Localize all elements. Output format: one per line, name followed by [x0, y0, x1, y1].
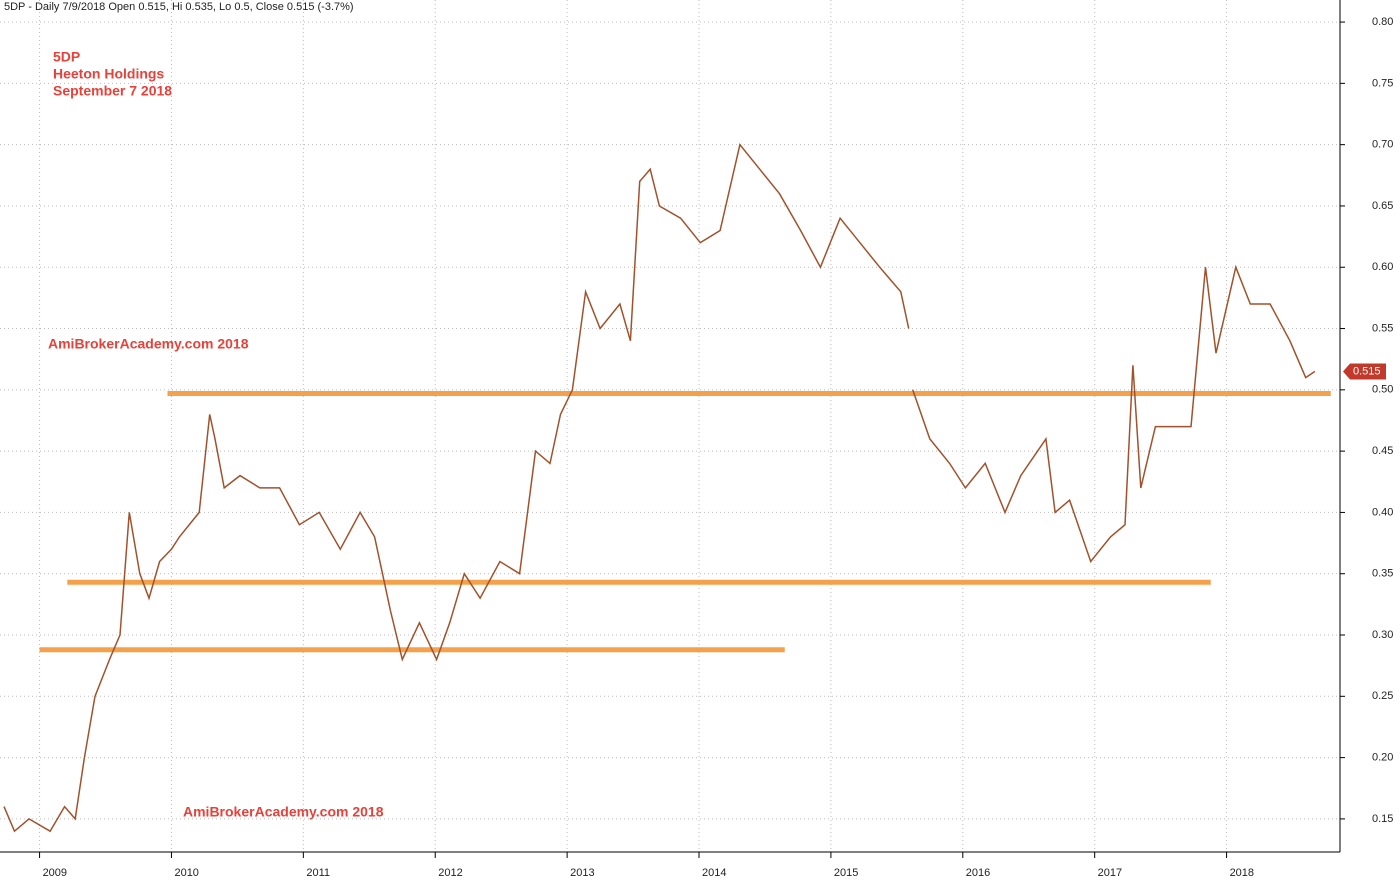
y-tick-label: 0.30 — [1372, 629, 1393, 641]
x-tick-label: 2017 — [1098, 867, 1122, 879]
y-tick-label: 0.65 — [1372, 200, 1393, 212]
y-tick-label: 0.20 — [1372, 752, 1393, 764]
y-tick-label: 0.25 — [1372, 690, 1393, 702]
last-price-label: 0.515 — [1353, 365, 1381, 377]
x-tick-label: 2014 — [702, 867, 726, 879]
annotation: Heeton Holdings — [53, 66, 164, 82]
x-tick-label: 2009 — [43, 867, 67, 879]
annotation: AmiBrokerAcademy.com 2018 — [183, 804, 384, 820]
annotation: AmiBrokerAcademy.com 2018 — [48, 336, 249, 352]
y-tick-label: 0.50 — [1372, 384, 1393, 396]
y-tick-label: 0.55 — [1372, 322, 1393, 334]
annotation: 5DP — [53, 49, 80, 65]
price-line — [3, 143, 1316, 833]
x-tick-label: 2018 — [1230, 867, 1254, 879]
last-price-tag — [1343, 363, 1386, 380]
y-tick-label: 0.40 — [1372, 506, 1393, 518]
x-tick-label: 2011 — [306, 867, 330, 879]
x-tick-label: 2010 — [174, 867, 198, 879]
x-tick-label: 2016 — [966, 867, 990, 879]
y-tick-label: 0.60 — [1372, 261, 1393, 273]
x-tick-label: 2015 — [834, 867, 858, 879]
y-tick-label: 0.80 — [1372, 16, 1393, 28]
y-tick-label: 0.70 — [1372, 139, 1393, 151]
y-tick-label: 0.35 — [1372, 568, 1393, 580]
annotation: September 7 2018 — [53, 83, 172, 99]
x-tick-label: 2013 — [570, 867, 594, 879]
x-tick-label: 2012 — [438, 867, 462, 879]
y-tick-label: 0.75 — [1372, 77, 1393, 89]
y-tick-label: 0.45 — [1372, 445, 1393, 457]
y-tick-label: 0.15 — [1372, 813, 1393, 825]
header: 5DP - Daily 7/9/2018 Open 0.515, Hi 0.53… — [4, 1, 354, 13]
